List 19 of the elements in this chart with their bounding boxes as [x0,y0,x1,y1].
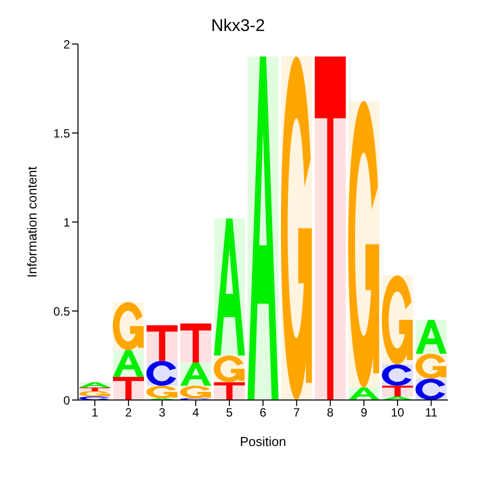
y-tick-label: 2 [63,37,70,52]
x-tick-label: 7 [293,406,300,420]
x-tick-label: 11 [424,406,438,420]
x-tick-label: 1 [91,406,98,420]
x-tick-label: 8 [326,406,334,420]
x-axis-title: Position [240,434,286,449]
chart-title: Nkx3-2 [211,16,265,35]
y-tick-label: 0.5 [53,304,70,318]
x-tick-label: 6 [260,406,267,420]
x-tick-label: 10 [390,406,405,420]
x-tick-label: 5 [226,406,234,420]
y-axis-title: Information content [24,166,40,278]
x-tick-label: 4 [192,406,200,420]
y-tick-label: 1 [63,215,70,230]
y-tick-label: 0 [63,393,70,408]
x-tick-label: 3 [158,406,166,420]
x-tick-label: 9 [360,406,368,420]
y-tick-label: 1.5 [53,126,70,140]
x-tick-label: 2 [125,406,132,420]
